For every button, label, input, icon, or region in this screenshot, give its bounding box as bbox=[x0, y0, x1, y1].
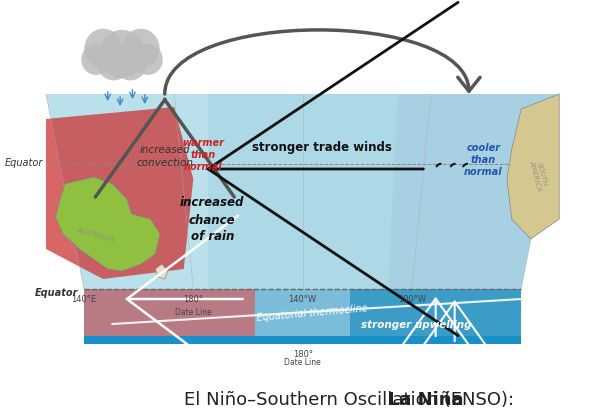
Polygon shape bbox=[46, 95, 559, 289]
Circle shape bbox=[99, 31, 145, 79]
Text: increased
convection: increased convection bbox=[136, 145, 193, 168]
Text: 180°: 180° bbox=[293, 349, 313, 358]
Polygon shape bbox=[84, 289, 255, 344]
Circle shape bbox=[122, 30, 160, 69]
Text: El Niño–Southern Oscillation (ENSO):: El Niño–Southern Oscillation (ENSO): bbox=[184, 390, 526, 408]
Text: Date Line: Date Line bbox=[175, 307, 212, 316]
Text: AUSTRALIA: AUSTRALIA bbox=[76, 226, 115, 242]
Circle shape bbox=[81, 45, 110, 76]
Circle shape bbox=[134, 45, 163, 76]
Text: Equator: Equator bbox=[35, 287, 78, 297]
Text: La Niña: La Niña bbox=[388, 390, 464, 408]
Circle shape bbox=[113, 46, 147, 81]
Text: 140°W: 140°W bbox=[289, 294, 317, 303]
Polygon shape bbox=[350, 289, 521, 344]
Text: 140°E: 140°E bbox=[71, 294, 97, 303]
Circle shape bbox=[97, 46, 130, 81]
Polygon shape bbox=[84, 336, 521, 344]
Text: Date Line: Date Line bbox=[284, 357, 321, 366]
Polygon shape bbox=[507, 95, 559, 240]
Text: SOUTH
AMERICA: SOUTH AMERICA bbox=[528, 158, 549, 192]
Polygon shape bbox=[388, 95, 559, 289]
Text: cooler
than
normal: cooler than normal bbox=[464, 142, 503, 177]
Text: stronger upwelling: stronger upwelling bbox=[361, 319, 472, 329]
Text: Equatorial thermocline: Equatorial thermocline bbox=[256, 302, 368, 322]
Polygon shape bbox=[155, 264, 167, 279]
Text: Equator: Equator bbox=[5, 158, 43, 168]
Polygon shape bbox=[46, 108, 193, 279]
Text: 180°: 180° bbox=[183, 294, 203, 303]
Text: 100°W: 100°W bbox=[398, 294, 426, 303]
Polygon shape bbox=[84, 289, 521, 344]
Circle shape bbox=[85, 30, 122, 69]
Text: increased
chance
of rain: increased chance of rain bbox=[180, 196, 244, 243]
Text: stronger trade winds: stronger trade winds bbox=[251, 141, 392, 154]
Polygon shape bbox=[46, 95, 208, 289]
Polygon shape bbox=[55, 178, 160, 271]
FancyArrowPatch shape bbox=[165, 31, 480, 95]
Text: warmer
than
normal: warmer than normal bbox=[182, 137, 224, 172]
